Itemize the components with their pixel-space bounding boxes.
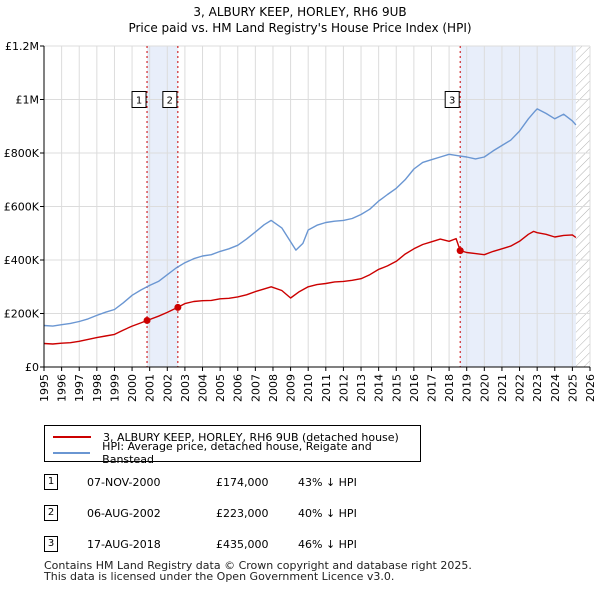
legend-hpi-line (53, 452, 91, 454)
x-tick-label: 2013 (355, 374, 368, 402)
sale-3-point (456, 247, 464, 255)
x-tick-label: 2024 (549, 374, 562, 402)
y-tick-label: £400K (4, 254, 40, 267)
x-tick-label: 2019 (461, 374, 474, 402)
x-tick-label: 1997 (73, 374, 86, 402)
x-tick-label: 2016 (408, 374, 421, 402)
y-tick-label: £600K (4, 201, 40, 214)
sale-2-point (174, 303, 182, 311)
footer-licence: This data is licensed under the Open Gov… (44, 570, 395, 583)
x-tick-label: 2015 (390, 374, 403, 402)
x-tick-label: 1995 (38, 374, 51, 402)
x-tick-label: 2020 (478, 374, 491, 402)
legend-hpi-label: HPI: Average price, detached house, Reig… (102, 440, 372, 466)
sale-date: 07-NOV-2000 (87, 476, 161, 489)
sale-3-marker-box (444, 91, 460, 108)
sale-hpi-diff: 43% ↓ HPI (298, 476, 357, 489)
y-tick-label: £0 (25, 361, 39, 374)
x-tick-label: 2004 (197, 374, 210, 402)
footer-copyright: Contains HM Land Registry data © Crown c… (44, 559, 472, 572)
legend-property-label: 3, ALBURY KEEP, HORLEY, RH6 9UB (detache… (103, 430, 399, 444)
y-tick-label: £200K (4, 308, 40, 321)
x-tick-label: 2023 (531, 374, 544, 402)
x-tick-label: 2025 (566, 374, 579, 402)
sale-hpi-diff: 40% ↓ HPI (298, 507, 357, 520)
sale-2-marker-box (162, 91, 178, 108)
x-tick-label: 2008 (267, 374, 280, 402)
x-tick-label: 2005 (214, 374, 227, 402)
x-tick-label: 2001 (144, 374, 157, 402)
y-tick-label: £1.2M (5, 40, 39, 53)
legend-item-property: 3, ALBURY KEEP, HORLEY, RH6 9UB (detache… (53, 429, 399, 445)
sale-price: £223,000 (216, 507, 269, 520)
sale-1-marker-box (131, 91, 147, 108)
x-tick-label: 2007 (249, 374, 262, 402)
x-tick-label: 1999 (108, 374, 121, 402)
chart-legend: 3, ALBURY KEEP, HORLEY, RH6 9UB (detache… (44, 425, 421, 466)
x-tick-label: 2012 (337, 374, 350, 402)
sale-1-marker-label: 1 (136, 96, 142, 107)
x-tick-label: 2003 (179, 374, 192, 402)
x-tick-label: 2010 (302, 374, 315, 402)
sale-price: £435,000 (216, 538, 269, 551)
footer-note: Contains HM Land Registry data © Crown c… (44, 560, 472, 582)
y-tick-label: £800K (4, 147, 40, 160)
x-tick-label: 2026 (584, 374, 597, 402)
sale-date: 17-AUG-2018 (87, 538, 161, 551)
sale-hpi-diff: 46% ↓ HPI (298, 538, 357, 551)
x-tick-label: 1998 (91, 374, 104, 402)
x-tick-label: 2018 (443, 374, 456, 402)
price-chart: 3, ALBURY KEEP, HORLEY, RH6 9UB Price pa… (4, 5, 597, 402)
legend-property-line (53, 436, 91, 438)
sale-3-marker-label: 3 (449, 96, 455, 107)
sale-number-badge: 1 (44, 474, 58, 490)
x-tick-label: 2021 (496, 374, 509, 402)
x-tick-label: 2006 (232, 374, 245, 402)
x-tick-label: 2014 (373, 374, 386, 402)
x-tick-label: 1996 (56, 374, 69, 402)
sale-price: £174,000 (216, 476, 269, 489)
y-tick-label: £1M (16, 94, 40, 107)
chart-title: 3, ALBURY KEEP, HORLEY, RH6 9UB (193, 5, 406, 19)
x-tick-label: 2011 (320, 374, 333, 402)
x-tick-label: 2017 (425, 374, 438, 402)
sale-date: 06-AUG-2002 (87, 507, 161, 520)
sale-1-point (143, 316, 151, 324)
property-price-line (43, 230, 577, 345)
legend-item-hpi: HPI: Average price, detached house, Reig… (53, 440, 420, 466)
sale-2-marker-label: 2 (167, 96, 173, 107)
x-tick-label: 2009 (285, 374, 298, 402)
sale-number-badge: 2 (44, 505, 58, 521)
sale-number-badge: 3 (44, 536, 58, 552)
x-tick-label: 2002 (161, 374, 174, 402)
chart-subtitle: Price paid vs. HM Land Registry's House … (128, 21, 471, 35)
x-tick-label: 2000 (126, 374, 139, 402)
hpi-line (43, 108, 577, 327)
x-tick-label: 2022 (514, 374, 527, 402)
